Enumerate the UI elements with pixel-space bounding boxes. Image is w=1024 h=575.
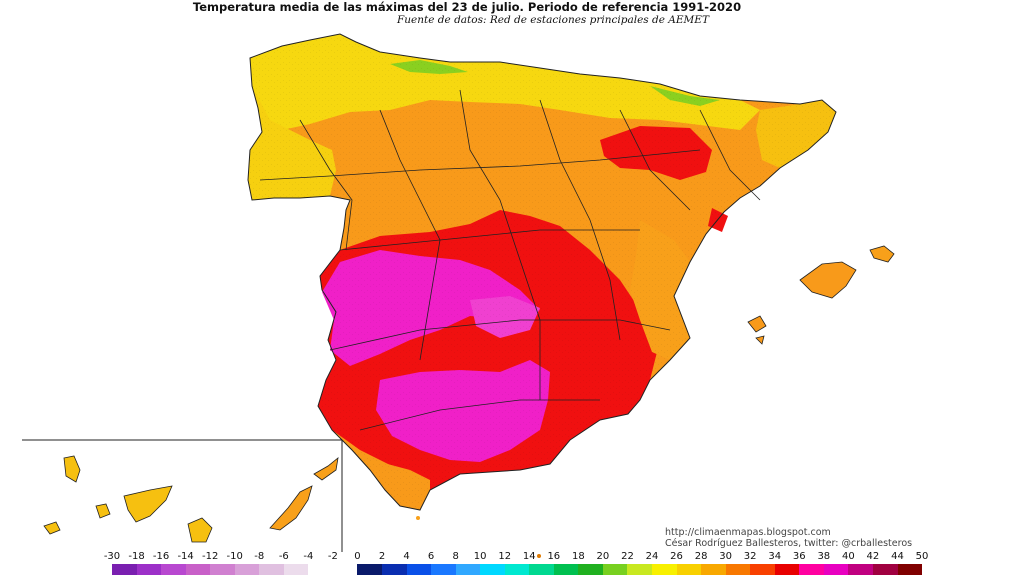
scale-swatch <box>185 564 211 575</box>
lanzarote <box>313 457 339 481</box>
scale-swatch <box>357 564 383 575</box>
scale-tick-label: -12 <box>202 551 219 562</box>
color-scale-bar <box>112 564 923 575</box>
scale-swatch <box>234 564 260 575</box>
scale-swatch <box>504 564 530 575</box>
scale-swatch <box>480 564 505 575</box>
scale-swatch <box>578 564 603 575</box>
scale-swatch <box>553 564 579 575</box>
scale-tick-label: 14 <box>522 551 536 562</box>
scale-tick-label: 2 <box>378 551 386 562</box>
scale-tick-label: 10 <box>473 551 487 562</box>
scale-tick-label: -10 <box>226 551 243 562</box>
scale-swatch <box>602 564 628 575</box>
scale-tick-label: 22 <box>621 551 634 562</box>
scale-tick-label: -30 <box>103 551 121 562</box>
canary-inset <box>22 439 343 552</box>
scale-tick-label: 40 <box>841 551 855 562</box>
map-title: Temperatura media de las máximas del 23 … <box>192 0 742 14</box>
scale-marker-dot <box>537 554 541 558</box>
balearic-islands <box>747 245 895 345</box>
credits-blog: http://climaenmapas.blogspot.com <box>665 527 831 538</box>
scale-tick-label: 28 <box>694 551 708 562</box>
scale-swatch <box>725 564 751 575</box>
scale-swatch <box>701 564 726 575</box>
formentera <box>755 335 765 345</box>
scale-tick-label: 20 <box>596 551 610 562</box>
la-palma <box>63 455 81 483</box>
scale-tick-label: 36 <box>792 551 806 562</box>
credits-block: http://climaenmapas.blogspot.com César R… <box>665 527 912 549</box>
scale-tick-label: 16 <box>547 551 561 562</box>
scale-tick-label: 12 <box>498 551 512 562</box>
scale-swatch <box>382 564 407 575</box>
scale-swatch <box>406 564 432 575</box>
scale-swatch <box>627 564 653 575</box>
scale-tick-label: 30 <box>719 551 732 562</box>
scale-swatch <box>774 564 800 575</box>
scale-tick-label: 50 <box>915 551 929 562</box>
scale-swatch <box>455 564 481 575</box>
el-hierro <box>43 521 61 535</box>
tenerife <box>123 485 173 523</box>
mallorca <box>799 261 857 299</box>
scale-swatch <box>529 564 554 575</box>
scale-tick-label: 18 <box>571 551 585 562</box>
menorca <box>869 245 895 263</box>
scale-swatch <box>283 564 309 575</box>
scale-swatch <box>161 564 186 575</box>
scale-swatch <box>112 564 137 575</box>
scale-tick-label: -16 <box>152 551 170 562</box>
scale-swatch <box>823 564 849 575</box>
map-subtitle: Fuente de datos: Red de estaciones princ… <box>397 14 709 26</box>
fuerteventura <box>269 485 313 531</box>
scale-tick-label: 8 <box>452 551 459 562</box>
temperature-map <box>22 33 895 552</box>
scale-tick-label: -8 <box>254 551 265 562</box>
alboran-island <box>416 516 420 520</box>
scale-tick-label: -6 <box>278 551 289 562</box>
scale-swatch <box>799 564 824 575</box>
scale-tick-label: 44 <box>891 551 904 562</box>
scale-tick-label: 0 <box>354 551 361 562</box>
scale-swatch <box>750 564 775 575</box>
scale-swatch <box>897 564 923 575</box>
scale-tick-label: 26 <box>670 551 683 562</box>
scale-swatch <box>431 564 456 575</box>
scale-swatch <box>308 564 333 575</box>
scale-tick-label: 6 <box>427 551 435 562</box>
gran-canaria <box>187 517 213 543</box>
scale-tick-label: -2 <box>327 551 338 562</box>
scale-tick-label: -18 <box>128 551 145 562</box>
scale-swatch <box>259 564 284 575</box>
scale-swatch <box>332 564 358 575</box>
scale-swatch <box>210 564 235 575</box>
scale-tick-label: -4 <box>303 551 314 562</box>
inset-frame <box>22 439 343 552</box>
credits-author: César Rodríguez Ballesteros, twitter: @c… <box>665 538 913 549</box>
scale-tick-label: -14 <box>177 551 194 562</box>
la-gomera <box>95 503 111 519</box>
scale-tick-label: 38 <box>817 551 831 562</box>
peninsula-outline <box>247 33 837 511</box>
scale-swatch <box>848 564 873 575</box>
scale-swatch <box>136 564 162 575</box>
scale-tick-label: 32 <box>743 551 757 562</box>
scale-swatch <box>872 564 898 575</box>
scale-swatch <box>652 564 677 575</box>
scale-tick-label: 42 <box>866 551 880 562</box>
color-scale-labels: -30 -18 -16 -14 -12 -10 -8 -6 -4 -2 0 2 4 6 8 10 12 14 16 1… <box>0 551 1024 563</box>
scale-swatch <box>676 564 702 575</box>
scale-tick-label: 24 <box>645 551 659 562</box>
scale-tick-label: 4 <box>403 551 410 562</box>
scale-tick-label: 34 <box>768 551 782 562</box>
ibiza <box>747 315 767 333</box>
